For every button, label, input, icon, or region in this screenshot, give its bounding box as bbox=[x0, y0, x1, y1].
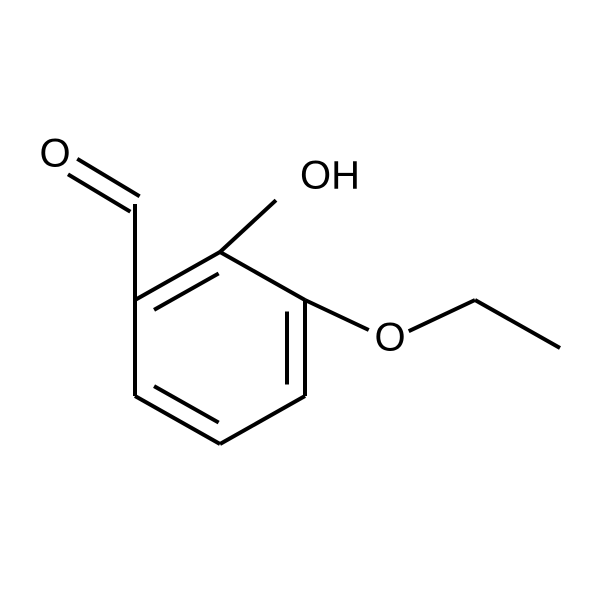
bond bbox=[220, 252, 305, 300]
bond bbox=[220, 200, 276, 252]
atom-label-O10: O bbox=[374, 316, 405, 360]
atom-label-O8: O bbox=[39, 132, 70, 176]
bond-layer bbox=[68, 159, 560, 444]
bond bbox=[135, 396, 220, 444]
atom-label-O9: OH bbox=[300, 154, 360, 198]
bond bbox=[154, 386, 219, 422]
bond bbox=[305, 300, 369, 330]
bond bbox=[409, 300, 475, 331]
atom-label-layer: O OH O bbox=[39, 132, 405, 360]
bond bbox=[220, 396, 305, 444]
bond bbox=[154, 273, 219, 309]
bond bbox=[135, 252, 220, 300]
bond bbox=[68, 174, 130, 211]
bond bbox=[77, 159, 139, 196]
bond bbox=[475, 300, 560, 348]
molecule-canvas: O OH O bbox=[0, 0, 600, 600]
